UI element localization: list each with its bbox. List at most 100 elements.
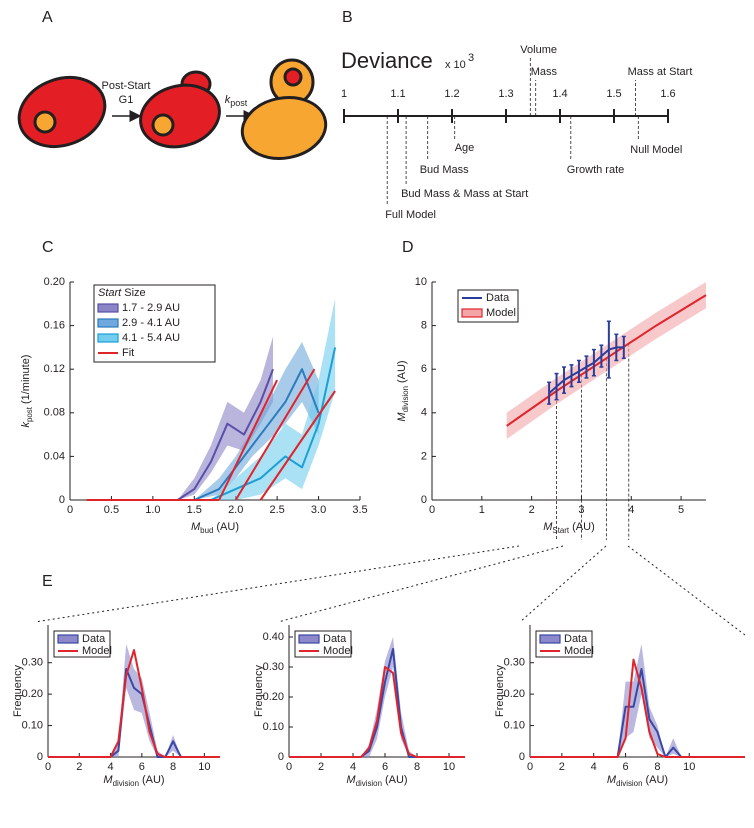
legend-label: Model bbox=[564, 645, 594, 657]
x-axis-label: Mdivision (AU) bbox=[607, 774, 668, 788]
x-tick-label: 10 bbox=[443, 761, 455, 773]
x-tick-label: 6 bbox=[139, 761, 145, 773]
cell-cycle-diagram: Post-Start G1 kpost bbox=[17, 58, 328, 160]
y-axis-label-part: (AU) bbox=[396, 360, 408, 383]
tick-label: 1 bbox=[341, 88, 347, 100]
x-axis-label-part: division bbox=[616, 779, 642, 788]
x-tick-label: 1.0 bbox=[145, 504, 160, 516]
y-axis-label-part: Frequency bbox=[253, 665, 265, 717]
zoom-connectors bbox=[34, 545, 746, 636]
transition-label: G1 bbox=[119, 94, 134, 106]
y-tick-label: 0.20 bbox=[44, 276, 65, 288]
rate-label: kpost bbox=[225, 94, 248, 108]
x-tick-label: 2 bbox=[529, 504, 535, 516]
error-bar bbox=[584, 355, 589, 379]
x-tick-label: 5 bbox=[678, 504, 684, 516]
series-line bbox=[48, 649, 220, 758]
panel-label: C bbox=[42, 239, 54, 256]
connector bbox=[519, 545, 607, 623]
x-tick-label: 4 bbox=[107, 761, 113, 773]
y-tick-label: 0.04 bbox=[44, 450, 65, 462]
y-tick-label: 0 bbox=[278, 751, 284, 763]
rate-subscript: post bbox=[230, 98, 248, 108]
legend-title: Start Size bbox=[98, 287, 146, 299]
tick-label: 1.5 bbox=[606, 88, 621, 100]
y-tick-label: 0.16 bbox=[44, 320, 65, 332]
band bbox=[530, 643, 745, 757]
rate-symbol: k bbox=[225, 94, 231, 106]
x-axis-label: MStart (AU) bbox=[543, 521, 594, 535]
y-tick-label: 6 bbox=[421, 363, 427, 375]
x-tick-label: 2 bbox=[76, 761, 82, 773]
y-axis-label-part: post bbox=[25, 406, 34, 422]
y-tick-label: 0.30 bbox=[22, 657, 43, 669]
x-axis-label: Mdivision (AU) bbox=[103, 774, 164, 788]
legend-label: Data bbox=[323, 633, 347, 645]
y-tick-label: 0.20 bbox=[22, 688, 43, 700]
y-tick-label: 0.10 bbox=[504, 719, 525, 731]
y-tick-label: 0.10 bbox=[263, 721, 284, 733]
y-tick-label: 0 bbox=[37, 751, 43, 763]
x-axis-label-part: M bbox=[543, 521, 553, 533]
band bbox=[177, 336, 273, 500]
x-tick-label: 10 bbox=[198, 761, 210, 773]
x-axis-label-part: (AU) bbox=[572, 521, 595, 533]
y-tick-label: 4 bbox=[421, 407, 427, 419]
legend-label: Model bbox=[82, 645, 112, 657]
y-axis-label-part: division bbox=[401, 386, 410, 412]
legend-title-part: Start bbox=[98, 287, 122, 299]
legend-label: Data bbox=[82, 633, 106, 645]
model-label: Mass bbox=[531, 66, 558, 78]
y-axis-label: kpost(1/minute) bbox=[20, 355, 34, 428]
nucleus bbox=[151, 113, 175, 137]
tick-label: 1.6 bbox=[660, 88, 675, 100]
x-tick-label: 4 bbox=[628, 504, 634, 516]
connector bbox=[627, 545, 746, 636]
y-axis-label: Frequency bbox=[253, 665, 265, 717]
tick-label: 1.4 bbox=[552, 88, 567, 100]
error-bar bbox=[591, 348, 596, 377]
error-bar bbox=[621, 335, 626, 360]
model-label: Bud Mass bbox=[420, 164, 469, 176]
panel-label: D bbox=[402, 239, 414, 256]
x-tick-label: 4 bbox=[591, 761, 597, 773]
x-tick-label: 0 bbox=[527, 761, 533, 773]
y-axis-label-part: Frequency bbox=[494, 665, 506, 717]
x-axis-label-part: division bbox=[113, 779, 139, 788]
x-tick-label: 8 bbox=[170, 761, 176, 773]
series-line bbox=[506, 294, 707, 427]
y-tick-label: 0.12 bbox=[44, 363, 65, 375]
nucleus bbox=[283, 67, 303, 87]
x-tick-label: 0 bbox=[45, 761, 51, 773]
x-axis-label-part: M bbox=[607, 774, 617, 786]
legend-swatch bbox=[57, 634, 79, 644]
error-bar bbox=[614, 333, 619, 362]
scale-exponent: 3 bbox=[468, 52, 474, 64]
x-tick-label: 1.5 bbox=[187, 504, 202, 516]
error-bar bbox=[562, 366, 567, 394]
x-tick-label: 2 bbox=[559, 761, 565, 773]
error-bar bbox=[547, 381, 552, 405]
x-tick-label: 2.5 bbox=[269, 504, 284, 516]
model-label: Full Model bbox=[385, 209, 436, 221]
legend-label: Model bbox=[486, 307, 516, 319]
legend-swatch bbox=[539, 634, 561, 644]
panel-label: E bbox=[42, 573, 53, 590]
x-tick-label: 4 bbox=[350, 761, 356, 773]
y-tick-label: 0.20 bbox=[504, 688, 525, 700]
y-axis-label: Frequency bbox=[494, 665, 506, 717]
x-tick-label: 2.0 bbox=[228, 504, 243, 516]
series-line bbox=[210, 347, 337, 501]
legend-label: Fit bbox=[122, 347, 134, 359]
legend-label: 2.9 - 4.1 AU bbox=[122, 317, 180, 329]
x-axis-label-part: (AU) bbox=[142, 774, 165, 786]
y-tick-label: 0.30 bbox=[263, 661, 284, 673]
model-label: Volume bbox=[520, 44, 557, 56]
x-tick-label: 8 bbox=[414, 761, 420, 773]
model-label: Age bbox=[455, 142, 475, 154]
x-tick-label: 3.5 bbox=[352, 504, 367, 516]
model-label: Null Model bbox=[630, 144, 682, 156]
x-axis-label-part: M bbox=[103, 774, 113, 786]
x-tick-label: 0 bbox=[286, 761, 292, 773]
x-tick-label: 8 bbox=[654, 761, 660, 773]
